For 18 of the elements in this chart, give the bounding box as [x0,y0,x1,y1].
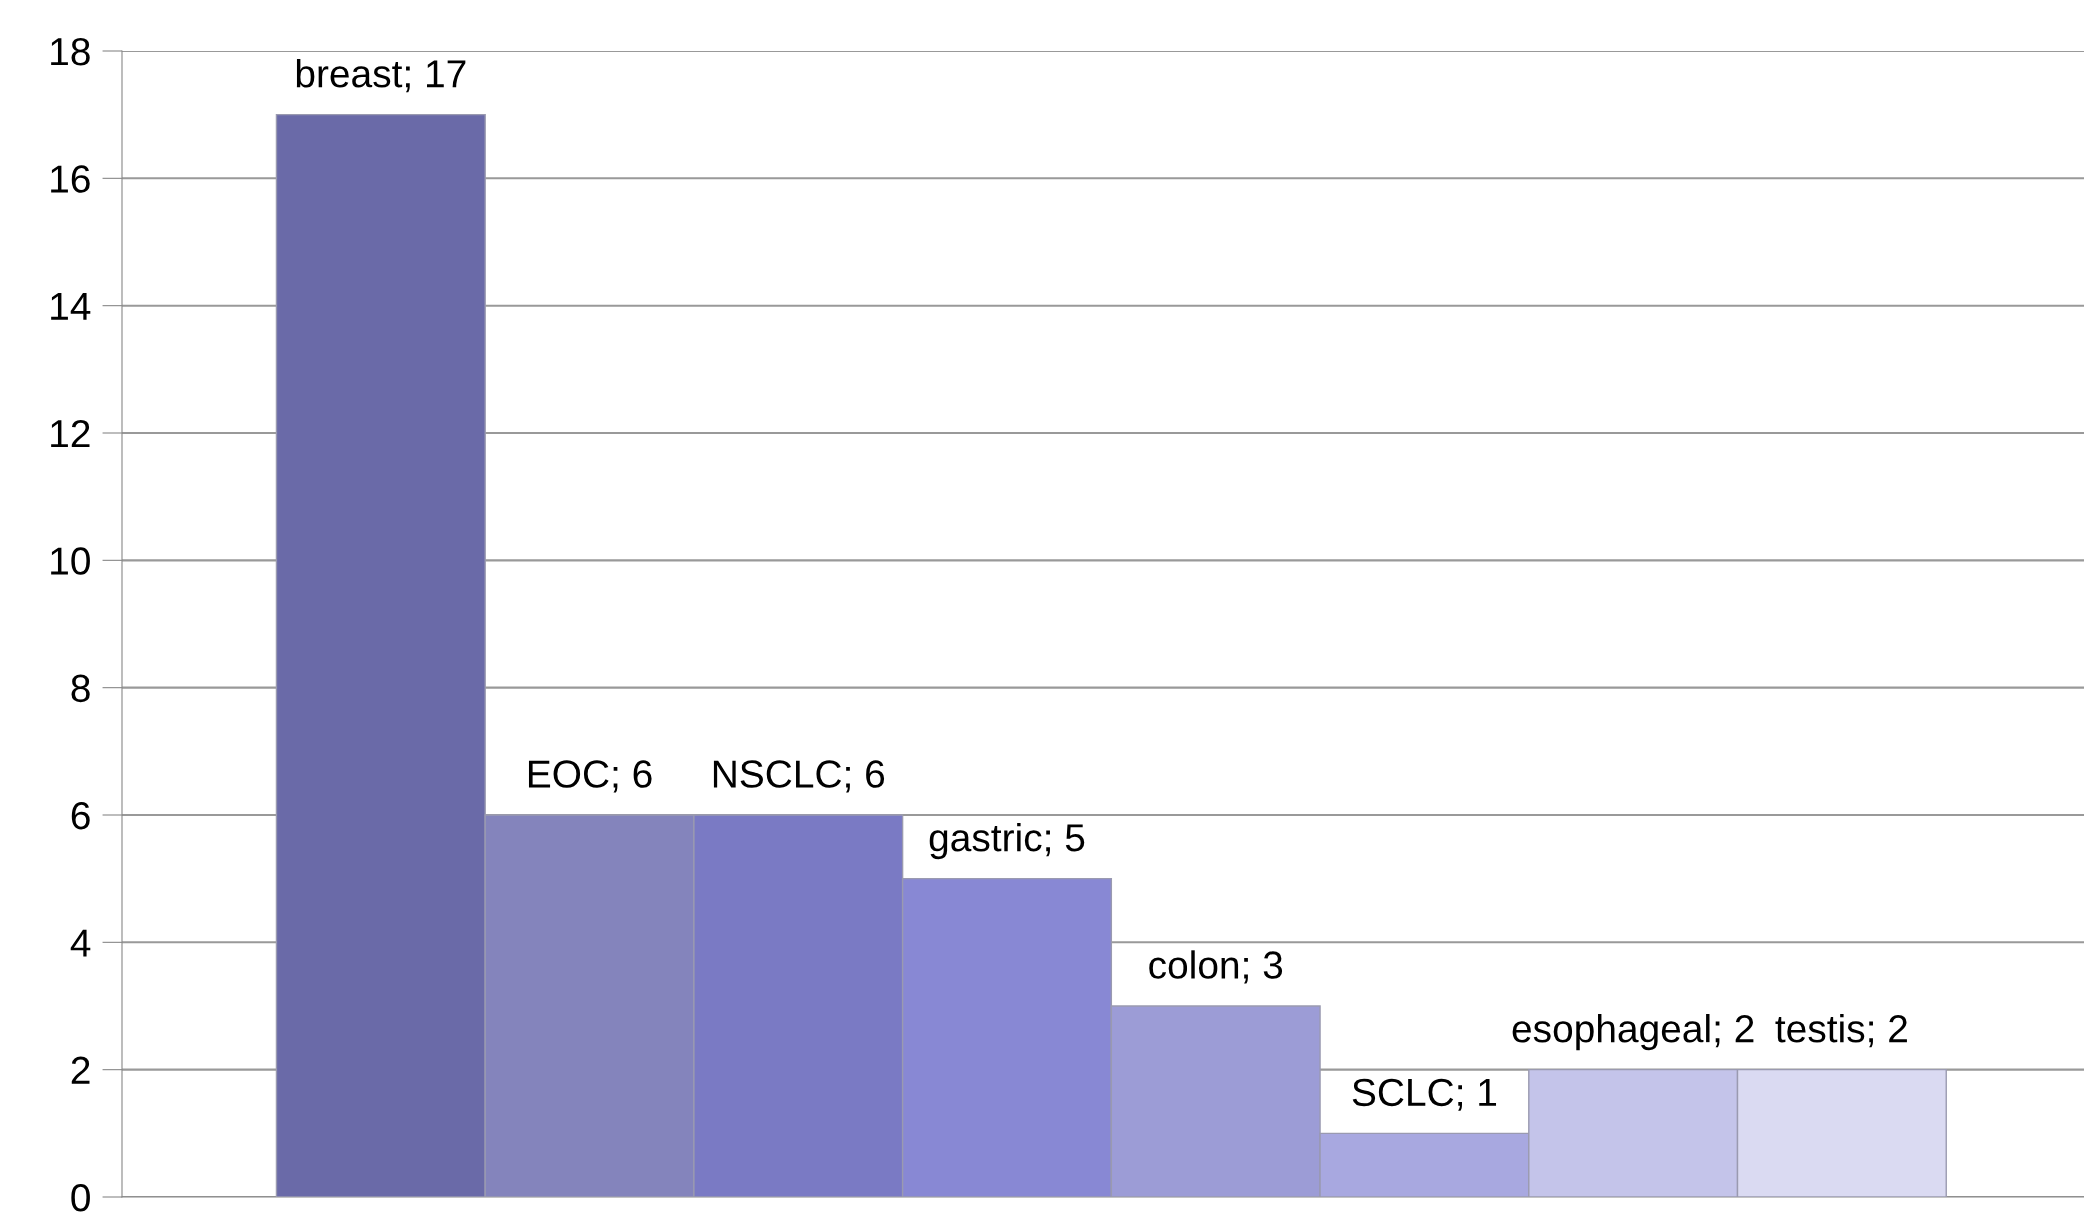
data-label: NSCLC; 6 [713,760,885,793]
y-tick-label: 4 [70,929,91,957]
data-label: gastric; 5 [929,822,1085,860]
y-tick-label: 8 [71,674,90,703]
data-label: EOC; 6 [528,760,652,793]
y-tick-label: 2 [71,1056,90,1084]
data-label: testis; 2 [1775,1013,1907,1048]
y-tick-label: 14 [51,293,91,320]
y-tick-label: 12 [51,419,90,448]
y-tick-label: 0 [71,1183,90,1212]
data-label: SCLC; 1 [1352,1078,1497,1111]
data-label: breast; 17 [296,58,466,93]
y-tick-label: 6 [71,801,90,830]
data-label: esophageal; 2 [1512,1013,1754,1051]
y-tick-label: 16 [51,165,90,193]
data-label: colon; 3 [1149,950,1283,984]
y-tick-label: 10 [51,547,90,575]
y-tick-label: 18 [51,37,90,66]
